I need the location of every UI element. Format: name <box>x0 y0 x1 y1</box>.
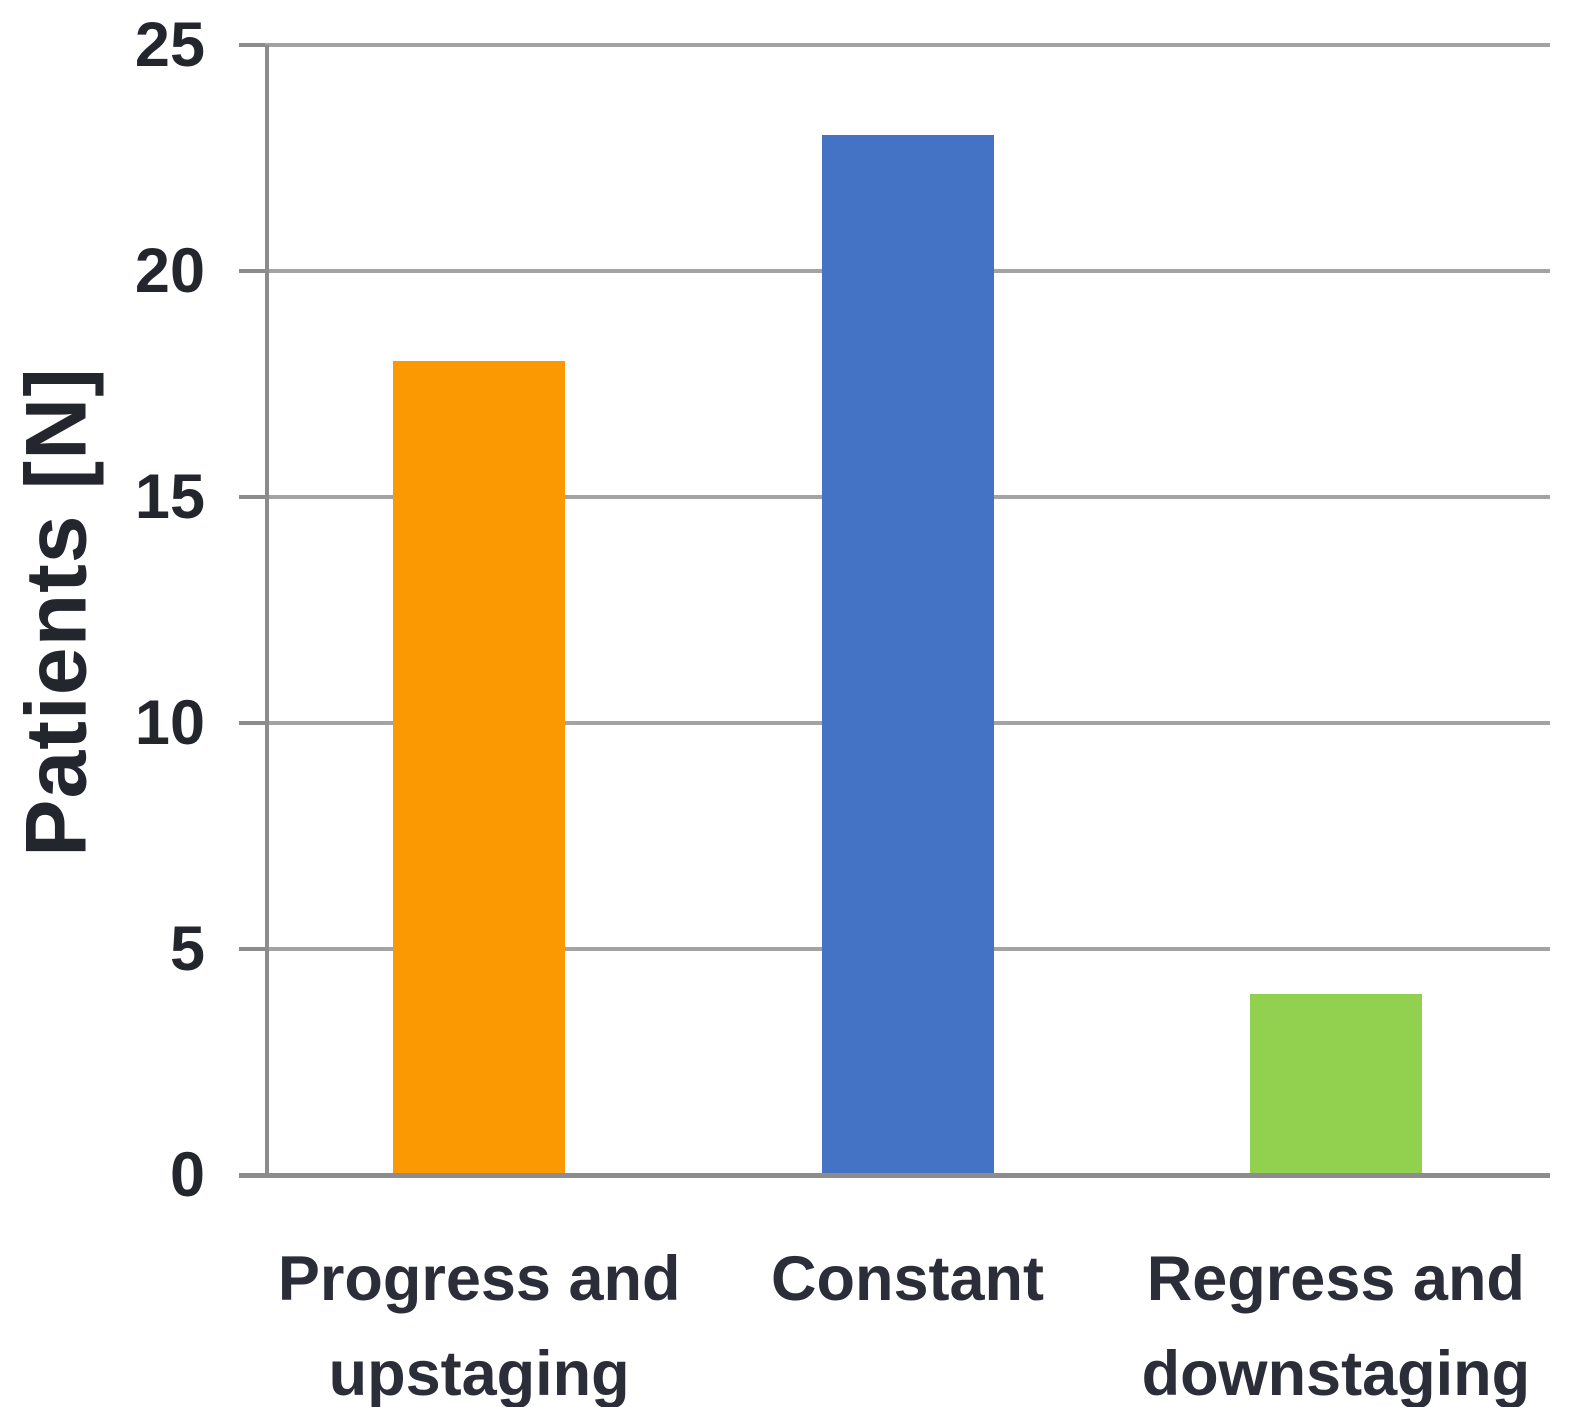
y-tick-label-5: 5 <box>169 914 205 984</box>
y-tick-mark-20 <box>239 269 265 273</box>
y-tick-mark-15 <box>239 495 265 499</box>
x-axis-line <box>239 1173 1550 1178</box>
y-tick-label-20: 20 <box>134 236 205 306</box>
x-category-label-2: Constant <box>771 1244 1044 1314</box>
gridline-y-25 <box>265 43 1550 47</box>
bar-regress-and-downstaging <box>1249 994 1422 1175</box>
y-tick-label-10: 10 <box>134 688 205 758</box>
y-tick-label-25: 25 <box>134 10 205 80</box>
x-category-label-3: Regress and downstaging <box>1141 1244 1531 1407</box>
y-tick-label-0: 0 <box>169 1140 205 1210</box>
bar-progress-and-upstaging <box>393 361 566 1175</box>
y-axis-line <box>265 45 269 1175</box>
x-category-label-1: Progress and upstaging <box>277 1244 681 1407</box>
y-tick-mark-5 <box>239 947 265 951</box>
y-tick-mark-10 <box>239 721 265 725</box>
y-tick-mark-25 <box>239 43 265 47</box>
y-tick-label-15: 15 <box>134 462 205 532</box>
y-axis-title: Patients [N] <box>8 367 105 857</box>
bar-constant <box>821 135 994 1175</box>
